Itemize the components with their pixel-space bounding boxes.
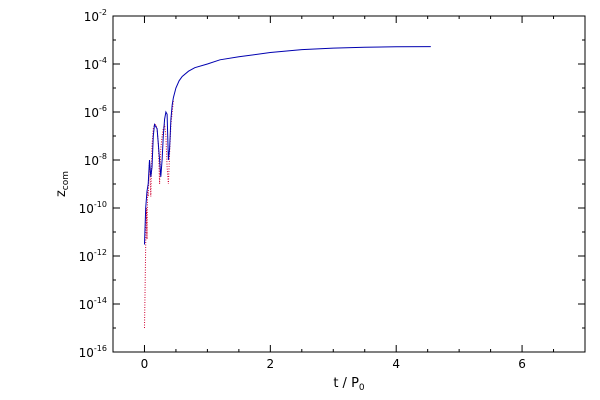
y-tick-label: 10-8 [84, 152, 107, 168]
y-tick-label: 10-2 [84, 8, 107, 24]
x-axis-ticks: 0 2 4 6 [112, 16, 586, 371]
x-axis-label-subscript: 0 [359, 383, 365, 393]
x-axis-label: t / P0 [333, 376, 365, 393]
x-tick-label: 4 [392, 357, 400, 371]
x-axis-label-main: t / P [333, 376, 359, 391]
series-layer [144, 46, 431, 329]
y-tick-label: 10-10 [79, 200, 107, 216]
x-tick-label: 6 [518, 357, 526, 371]
y-tick-label: 10-6 [84, 104, 107, 120]
y-axis-label: zcom [54, 171, 71, 197]
y-tick-label: 10-12 [79, 248, 107, 264]
x-tick-label: 0 [141, 357, 149, 371]
y-tick-label: 10-4 [84, 56, 107, 72]
y-axis-label-subscript: com [61, 171, 71, 190]
series-line-1 [144, 46, 431, 245]
series-line-0 [144, 100, 174, 329]
y-tick-label: 10-16 [79, 344, 107, 360]
x-tick-label: 2 [267, 357, 275, 371]
y-tick-label: 10-14 [79, 296, 107, 312]
y-axis-label-main: z [54, 190, 69, 197]
y-axis-ticks: 10-16 10-14 10-12 10-10 10-8 10-6 10-4 10-2 [79, 8, 585, 360]
plot-frame [112, 15, 586, 353]
